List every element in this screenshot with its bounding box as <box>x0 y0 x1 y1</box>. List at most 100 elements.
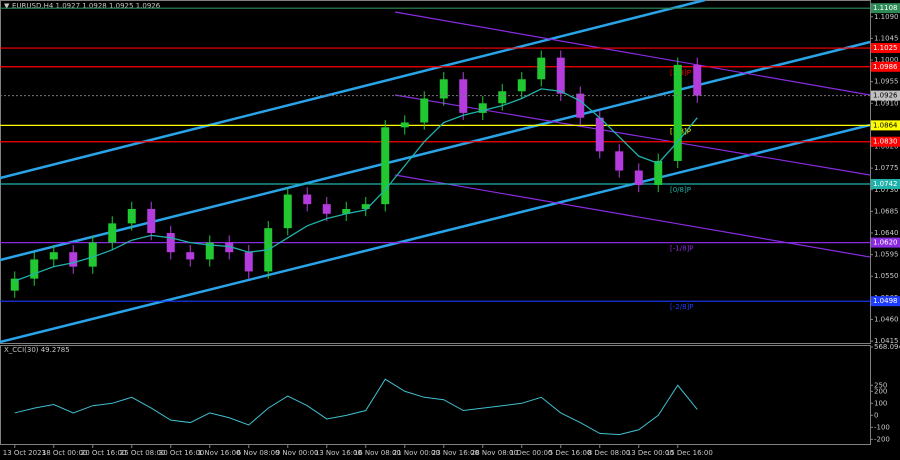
chart-title: EURUSD,H4 1.0927 1.0928 1.0925 1.0926 <box>12 2 161 10</box>
level-label: 1.1025 <box>873 44 898 52</box>
x-tick-label: 1 Dec 00:00 <box>510 449 553 457</box>
y-tick-label: 100 <box>874 399 887 407</box>
level-name: [-1/8]P <box>670 245 693 253</box>
x-tick-label: 21 Nov 00:00 <box>393 449 440 457</box>
x-tick-label: 6 Nov 08:00 <box>237 449 280 457</box>
level-name: [-2/8]P <box>670 303 693 311</box>
candle-body <box>420 98 429 123</box>
y-tick-label: 200 <box>874 387 887 395</box>
y-tick-label: -200 <box>874 435 890 443</box>
candle-body <box>244 252 253 272</box>
moving-average <box>14 88 698 282</box>
x-tick-label: 9 Nov 00:00 <box>276 449 319 457</box>
y-tick-label: 250 <box>874 381 887 389</box>
candle-body <box>556 57 565 94</box>
level-label: 1.0742 <box>873 180 898 188</box>
x-tick-label: 15 Dec 16:00 <box>666 449 713 457</box>
candle-body <box>303 194 312 205</box>
candle-body <box>49 252 58 260</box>
y-tick-label: 1.0955 <box>874 78 899 86</box>
candle-body <box>186 252 195 260</box>
channel-line <box>394 94 871 176</box>
candle-body <box>654 160 663 185</box>
candle-body <box>595 117 604 152</box>
x-tick-label: 13 Nov 16:00 <box>315 449 362 457</box>
candle-body <box>498 91 507 104</box>
level-label: 1.0864 <box>873 121 898 129</box>
candle-body <box>673 64 682 161</box>
candle-body <box>69 252 78 267</box>
candle-body <box>517 79 526 92</box>
level-label: 1.0498 <box>873 297 898 305</box>
candle-body <box>439 79 448 99</box>
level-label: 1.1108 <box>873 4 898 12</box>
candle-body <box>478 103 487 113</box>
channel-line <box>0 123 871 344</box>
candle-body <box>576 93 585 118</box>
x-tick-label: 16 Nov 08:00 <box>354 449 401 457</box>
level-label-box <box>871 3 900 14</box>
x-tick-label: 8 Dec 08:00 <box>588 449 631 457</box>
y-tick-label: 1.0595 <box>874 251 899 259</box>
candle-body <box>205 242 214 260</box>
level-label-box <box>871 237 900 248</box>
x-tick-label: 30 Oct 16:00 <box>159 449 205 457</box>
candle-body <box>615 151 624 171</box>
channel-line <box>394 11 871 96</box>
x-tick-label: 25 Oct 08:00 <box>120 449 166 457</box>
candle-body <box>225 242 234 253</box>
candle-body <box>361 204 370 209</box>
level-label-box <box>871 178 900 189</box>
level-label: 1.0830 <box>873 138 898 146</box>
down-channel <box>394 11 871 258</box>
y-tick-label: 1.0460 <box>874 315 899 323</box>
channel-line <box>0 0 706 180</box>
candle-body <box>342 208 351 214</box>
cci-line <box>14 378 698 436</box>
y-tick-label: 1.0640 <box>874 229 899 237</box>
candle-body <box>693 64 702 96</box>
x-tick-label: 20 Oct 16:00 <box>81 449 127 457</box>
last-price-box <box>871 90 900 101</box>
candle-body <box>166 232 175 253</box>
candle-body <box>381 127 390 205</box>
y-tick-label: 1.0910 <box>874 99 899 107</box>
candle-body <box>459 79 468 113</box>
y-tick-label: 1.0775 <box>874 164 899 172</box>
y-tick-label: 0 <box>874 411 878 419</box>
y-tick-label: 1.0730 <box>874 186 899 194</box>
x-tick-label: 23 Nov 16:00 <box>432 449 479 457</box>
y-tick-label: 1.1090 <box>874 13 899 21</box>
price-panel-frame <box>0 0 871 344</box>
candle-body <box>127 208 136 224</box>
level-label-box <box>871 136 900 147</box>
level-label-box <box>871 61 900 72</box>
candle-body <box>108 223 117 243</box>
level-label: 1.0620 <box>873 239 898 247</box>
chart-title-icon: ▼ <box>4 2 10 10</box>
x-tick-label: 5 Dec 16:00 <box>549 449 592 457</box>
x-tick-label: 1 Nov 16:00 <box>198 449 241 457</box>
trend-channel <box>0 0 871 344</box>
candle-body <box>30 259 39 279</box>
candle-body <box>88 242 97 267</box>
cci-title: X_CCI(30) 49.2785 <box>4 346 70 354</box>
x-tick-label: 13 Oct 2023 <box>3 449 46 457</box>
y-tick-label: 1.0550 <box>874 272 899 280</box>
channel-line <box>394 174 871 258</box>
y-tick-label: 568.0946 <box>874 343 900 351</box>
cci-panel-frame <box>0 345 871 445</box>
candle-body <box>283 194 292 229</box>
channel-line <box>0 40 871 262</box>
x-tick-label: 28 Nov 08:00 <box>471 449 518 457</box>
y-tick-label: 1.1045 <box>874 34 899 42</box>
x-tick-label: 13 Dec 00:00 <box>627 449 674 457</box>
y-tick-label: 1.0415 <box>874 337 899 345</box>
level-label-box <box>871 43 900 54</box>
candle-body <box>10 278 19 291</box>
candle-body <box>400 122 409 128</box>
y-tick-label: -100 <box>874 423 890 431</box>
y-tick-label: 1.0685 <box>874 207 899 215</box>
